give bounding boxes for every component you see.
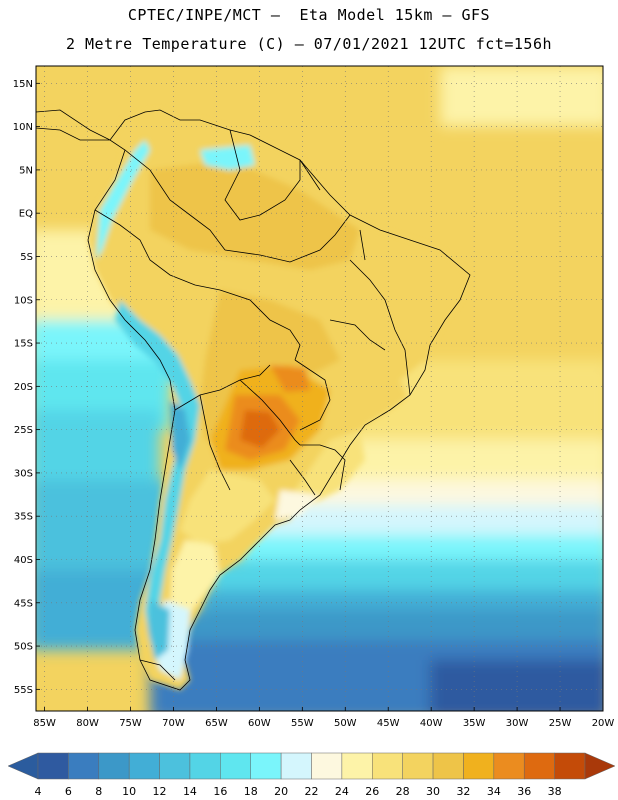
- colorbar-label: 24: [335, 785, 349, 798]
- colorbar-label: 6: [65, 785, 72, 798]
- lat-label: 35S: [14, 512, 33, 523]
- colorbar-label: 4: [35, 785, 42, 798]
- lat-label: 5N: [19, 165, 33, 176]
- colorbar-swatch: [432, 752, 464, 780]
- lon-label: 85W: [33, 718, 56, 729]
- colorbar-swatch: [189, 752, 221, 780]
- lon-label: 40W: [420, 718, 443, 729]
- lon-label: 60W: [248, 718, 271, 729]
- colorbar: [7, 752, 616, 780]
- colorbar-swatch: [220, 752, 251, 780]
- lat-label: 10S: [14, 295, 33, 306]
- colorbar-swatch: [372, 752, 403, 780]
- lon-label: 55W: [291, 718, 314, 729]
- lat-label: 10N: [13, 122, 33, 133]
- lat-label: 25S: [14, 425, 33, 436]
- colorbar-swatch: [402, 752, 434, 780]
- colorbar-label: 18: [244, 785, 258, 798]
- colorbar-label: 22: [305, 785, 319, 798]
- lon-label: 80W: [76, 718, 99, 729]
- colorbar-swatch: [128, 752, 160, 780]
- colorbar-right-arrow: [584, 752, 616, 780]
- colorbar-swatch: [280, 752, 312, 780]
- colorbar-swatch: [523, 752, 555, 780]
- lon-label: 70W: [162, 718, 185, 729]
- colorbar-label: 34: [487, 785, 501, 798]
- colorbar-swatch: [493, 752, 525, 780]
- lon-label: 35W: [463, 718, 486, 729]
- lat-label: 40S: [14, 555, 33, 566]
- colorbar-label: 38: [548, 785, 562, 798]
- colorbar-labels: 4 6 8 10 12 14 16 18 20 22 24 26 28 30 32 34 36 38: [35, 785, 562, 798]
- lat-label: EQ: [19, 209, 33, 220]
- colorbar-label: 32: [456, 785, 470, 798]
- lat-label: 15S: [14, 339, 33, 350]
- colorbar-swatch: [341, 752, 373, 780]
- lon-label: 25W: [549, 718, 572, 729]
- colorbar-swatch: [98, 752, 130, 780]
- colorbar-swatch: [250, 752, 282, 780]
- country-borders: [36, 109, 471, 691]
- colorbar-swatch: [37, 752, 69, 780]
- lat-label: 30S: [14, 468, 33, 479]
- colorbar-label: 26: [365, 785, 379, 798]
- map-title-line2: 2 Metre Temperature (C) – 07/01/2021 12U…: [65, 35, 553, 53]
- lon-label: 30W: [506, 718, 529, 729]
- colorbar-swatch: [463, 752, 495, 780]
- lat-label: 55S: [14, 685, 33, 696]
- colorbar-label: 20: [274, 785, 288, 798]
- lon-label: 75W: [119, 718, 142, 729]
- colorbar-label: 16: [213, 785, 227, 798]
- lon-label: 45W: [377, 718, 400, 729]
- lon-label: 50W: [334, 718, 357, 729]
- lon-label: 20W: [592, 718, 615, 729]
- colorbar-swatch: [159, 752, 191, 780]
- longitude-labels: 85W 80W 75W 70W 65W 60W 55W 50W 45W 40W 35W 30W 25W 2…: [33, 707, 614, 729]
- lon-label: 65W: [205, 718, 228, 729]
- colorbar-swatch: [311, 752, 343, 780]
- colorbar-label: 30: [426, 785, 440, 798]
- colorbar-swatch: [68, 752, 100, 780]
- lat-label: 20S: [14, 382, 33, 393]
- map-title-line1: CPTEC/INPE/MCT – Eta Model 15km – GFS: [127, 6, 491, 24]
- colorbar-label: 8: [95, 785, 102, 798]
- lat-label: 50S: [14, 642, 33, 653]
- lat-label: 5S: [20, 252, 33, 263]
- colorbar-label: 10: [122, 785, 136, 798]
- map-frame: [35, 65, 604, 712]
- colorbar-label: 12: [153, 785, 167, 798]
- colorbar-left-arrow: [7, 752, 39, 780]
- lat-label: 45S: [14, 598, 33, 609]
- latitude-labels: 15N 10N 5N EQ 5S 10S 15S 20S 25S 30S 35S 40S 45S 50S 5…: [13, 79, 40, 696]
- temperature-field: [36, 66, 603, 711]
- colorbar-label: 36: [517, 785, 531, 798]
- colorbar-swatch: [554, 752, 586, 780]
- colorbar-label: 14: [183, 785, 197, 798]
- lat-label: 15N: [13, 79, 33, 90]
- colorbar-label: 28: [396, 785, 410, 798]
